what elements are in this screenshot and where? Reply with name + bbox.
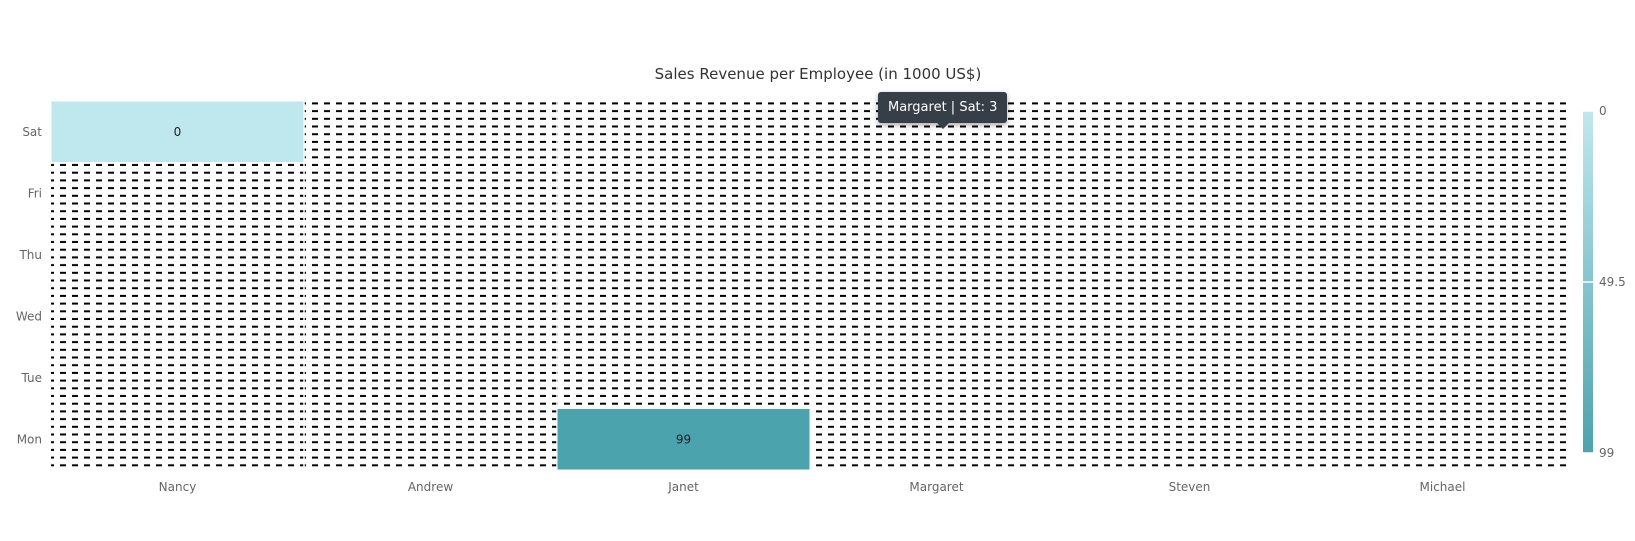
y-axis: Sat Fri Thu Wed Tue Mon: [16, 125, 42, 447]
chart-title: Sales Revenue per Employee (in 1000 US$): [655, 65, 982, 83]
x-tick-label: Janet: [667, 480, 699, 494]
heatmap-cell[interactable]: [50, 100, 305, 163]
y-tick-label: Thu: [18, 248, 42, 262]
tooltip: Margaret | Sat: 3: [878, 92, 1008, 129]
x-tick-label: Nancy: [159, 480, 197, 494]
x-tick-label: Andrew: [408, 480, 453, 494]
x-tick-label: Margaret: [909, 480, 963, 494]
y-tick-label: Mon: [17, 432, 42, 446]
y-tick-label: Sat: [22, 125, 42, 139]
cell-value-label: 99: [676, 432, 691, 446]
tooltip-text: Margaret | Sat: 3: [888, 100, 998, 115]
y-tick-label: Fri: [28, 186, 42, 200]
legend-tick-label: 49.5: [1599, 275, 1626, 289]
x-axis: Nancy Andrew Janet Margaret Steven Michael: [159, 480, 1466, 494]
legend-tick-label: 0: [1599, 104, 1607, 118]
cell-value-label: 0: [174, 125, 182, 139]
heatmap-cell[interactable]: [556, 408, 811, 471]
color-legend: 0 49.5 99: [1583, 104, 1626, 460]
x-tick-label: Michael: [1420, 480, 1466, 494]
x-tick-label: Steven: [1169, 480, 1211, 494]
y-tick-label: Tue: [21, 371, 43, 385]
legend-tick-label: 99: [1599, 446, 1614, 460]
tooltip-arrow: [936, 123, 949, 129]
y-tick-label: Wed: [16, 309, 42, 323]
plot-area: 0 99: [50, 100, 1569, 471]
